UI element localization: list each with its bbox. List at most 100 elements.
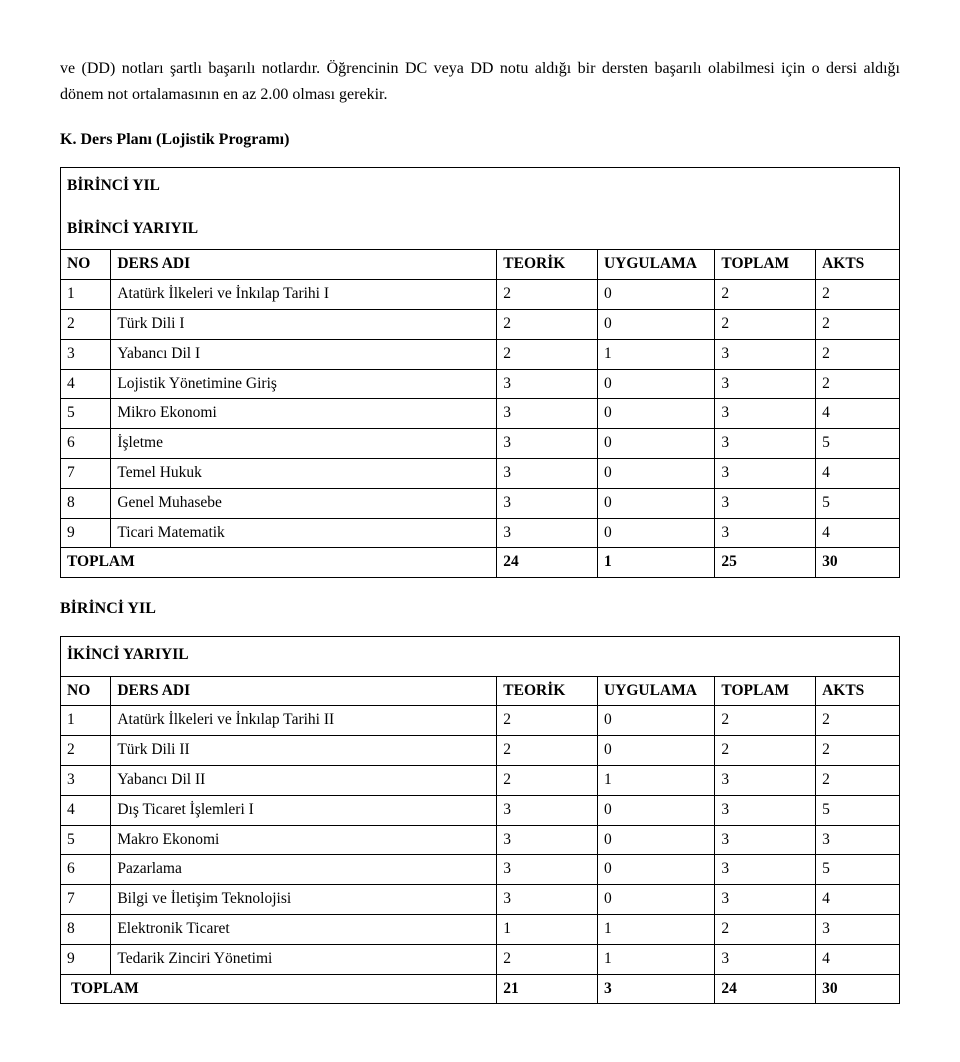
cell-no: 8 — [61, 914, 111, 944]
cell-name: Tedarik Zinciri Yönetimi — [111, 944, 497, 974]
cell-name: Yabancı Dil I — [111, 339, 497, 369]
cell-a: 4 — [816, 944, 900, 974]
table-row: 3Yabancı Dil II2132 — [61, 765, 900, 795]
col-akts: AKTS — [816, 676, 900, 706]
cell-u: 1 — [597, 944, 714, 974]
cell-u: 0 — [597, 736, 714, 766]
cell-no: 4 — [61, 369, 111, 399]
cell-name: Lojistik Yönetimine Giriş — [111, 369, 497, 399]
sem2-label: İKİNCİ YARIYIL — [67, 643, 893, 668]
cell-t: 2 — [497, 339, 598, 369]
col-toplam: TOPLAM — [715, 676, 816, 706]
table-row: 2Türk Dili II2022 — [61, 736, 900, 766]
cell-top: 3 — [715, 458, 816, 488]
cell-u: 0 — [597, 488, 714, 518]
total-teorik: 21 — [497, 974, 598, 1004]
cell-t: 2 — [497, 736, 598, 766]
cell-name: Temel Hukuk — [111, 458, 497, 488]
total-toplam: 25 — [715, 548, 816, 578]
table-row: 9Tedarik Zinciri Yönetimi2134 — [61, 944, 900, 974]
col-name: DERS ADI — [111, 676, 497, 706]
cell-name: Yabancı Dil II — [111, 765, 497, 795]
cell-top: 3 — [715, 944, 816, 974]
cell-name: Pazarlama — [111, 855, 497, 885]
col-uygulama: UYGULAMA — [597, 676, 714, 706]
table-row: 5Makro Ekonomi3033 — [61, 825, 900, 855]
total-toplam: 24 — [715, 974, 816, 1004]
cell-name: Türk Dili II — [111, 736, 497, 766]
cell-no: 3 — [61, 339, 111, 369]
cell-t: 1 — [497, 914, 598, 944]
table-row: 6Pazarlama3035 — [61, 855, 900, 885]
cell-top: 3 — [715, 339, 816, 369]
cell-no: 9 — [61, 518, 111, 548]
cell-no: 4 — [61, 795, 111, 825]
cell-name: Mikro Ekonomi — [111, 399, 497, 429]
cell-no: 6 — [61, 429, 111, 459]
cell-name: Elektronik Ticaret — [111, 914, 497, 944]
cell-a: 3 — [816, 825, 900, 855]
cell-top: 2 — [715, 706, 816, 736]
total-label: TOPLAM — [61, 548, 497, 578]
semester1-table: BİRİNCİ YIL BİRİNCİ YARIYIL NO DERS ADI … — [60, 167, 900, 578]
cell-u: 1 — [597, 765, 714, 795]
col-toplam: TOPLAM — [715, 250, 816, 280]
cell-a: 2 — [816, 369, 900, 399]
total-uygulama: 1 — [597, 548, 714, 578]
cell-a: 2 — [816, 309, 900, 339]
cell-name: Ticari Matematik — [111, 518, 497, 548]
col-teorik: TEORİK — [497, 250, 598, 280]
col-teorik: TEORİK — [497, 676, 598, 706]
cell-top: 3 — [715, 885, 816, 915]
semester2-table: İKİNCİ YARIYIL NO DERS ADI TEORİK UYGULA… — [60, 636, 900, 1005]
cell-no: 3 — [61, 765, 111, 795]
cell-t: 3 — [497, 825, 598, 855]
cell-top: 3 — [715, 795, 816, 825]
table-row: 8Elektronik Ticaret1123 — [61, 914, 900, 944]
cell-name: Atatürk İlkeleri ve İnkılap Tarihi I — [111, 280, 497, 310]
cell-u: 0 — [597, 885, 714, 915]
year-row: BİRİNCİ YIL BİRİNCİ YARIYIL — [61, 167, 900, 250]
cell-a: 5 — [816, 429, 900, 459]
cell-name: İşletme — [111, 429, 497, 459]
cell-u: 0 — [597, 280, 714, 310]
cell-name: Bilgi ve İletişim Teknolojisi — [111, 885, 497, 915]
cell-no: 8 — [61, 488, 111, 518]
col-no: NO — [61, 250, 111, 280]
table-header-row: NO DERS ADI TEORİK UYGULAMA TOPLAM AKTS — [61, 676, 900, 706]
cell-u: 0 — [597, 309, 714, 339]
cell-a: 4 — [816, 885, 900, 915]
cell-t: 3 — [497, 518, 598, 548]
cell-u: 1 — [597, 339, 714, 369]
cell-no: 7 — [61, 885, 111, 915]
cell-u: 0 — [597, 795, 714, 825]
cell-u: 0 — [597, 706, 714, 736]
cell-u: 0 — [597, 429, 714, 459]
plan-title: K. Ders Planı (Lojistik Programı) — [60, 127, 900, 153]
cell-t: 2 — [497, 944, 598, 974]
table-row: 6İşletme3035 — [61, 429, 900, 459]
table-row: 1Atatürk İlkeleri ve İnkılap Tarihi II20… — [61, 706, 900, 736]
cell-t: 3 — [497, 885, 598, 915]
cell-u: 0 — [597, 369, 714, 399]
cell-top: 3 — [715, 488, 816, 518]
cell-name: Atatürk İlkeleri ve İnkılap Tarihi II — [111, 706, 497, 736]
cell-top: 3 — [715, 429, 816, 459]
cell-t: 3 — [497, 429, 598, 459]
cell-u: 0 — [597, 458, 714, 488]
intro-paragraph: ve (DD) notları şartlı başarılı notlardı… — [60, 56, 900, 107]
total-teorik: 24 — [497, 548, 598, 578]
cell-name: Dış Ticaret İşlemleri I — [111, 795, 497, 825]
cell-u: 0 — [597, 825, 714, 855]
cell-a: 5 — [816, 795, 900, 825]
table-header-row: NO DERS ADI TEORİK UYGULAMA TOPLAM AKTS — [61, 250, 900, 280]
cell-a: 4 — [816, 518, 900, 548]
total-akts: 30 — [816, 974, 900, 1004]
table-row: 5Mikro Ekonomi3034 — [61, 399, 900, 429]
cell-no: 5 — [61, 399, 111, 429]
cell-top: 3 — [715, 399, 816, 429]
cell-a: 2 — [816, 765, 900, 795]
table-row: 3Yabancı Dil I2132 — [61, 339, 900, 369]
total-row: TOPLAM 24 1 25 30 — [61, 548, 900, 578]
table-row: 4Dış Ticaret İşlemleri I3035 — [61, 795, 900, 825]
